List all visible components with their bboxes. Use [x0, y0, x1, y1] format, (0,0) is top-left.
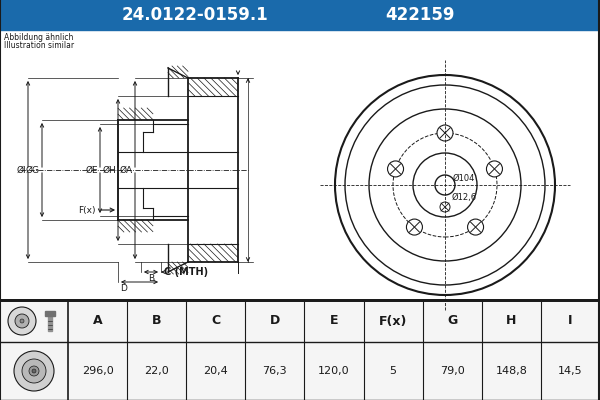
Text: G: G: [447, 314, 457, 328]
Text: 422159: 422159: [385, 6, 455, 24]
Text: Abbildung ähnlich: Abbildung ähnlich: [4, 33, 73, 42]
Bar: [0, 300, 600, 400]
Text: D: D: [120, 284, 127, 293]
Text: H: H: [506, 314, 517, 328]
Text: I: I: [568, 314, 572, 328]
Circle shape: [335, 75, 555, 295]
Text: 5: 5: [389, 366, 397, 376]
Circle shape: [8, 307, 36, 335]
Circle shape: [22, 359, 46, 383]
Text: C (MTH): C (MTH): [164, 267, 208, 277]
Text: 79,0: 79,0: [440, 366, 464, 376]
Text: C: C: [211, 314, 220, 328]
Text: D: D: [270, 314, 280, 328]
Text: E: E: [330, 314, 338, 328]
Text: 20,4: 20,4: [203, 366, 228, 376]
Bar: [48, 315, 52, 331]
Bar: [0, 0, 600, 30]
Circle shape: [20, 319, 24, 323]
Text: B: B: [152, 314, 161, 328]
Text: 148,8: 148,8: [496, 366, 527, 376]
Text: Illustration similar: Illustration similar: [4, 41, 74, 50]
Text: F(x): F(x): [379, 314, 407, 328]
Text: ØH: ØH: [102, 166, 116, 174]
Circle shape: [29, 366, 39, 376]
Bar: [45, 311, 55, 316]
Text: ØI: ØI: [16, 166, 26, 174]
Text: Ø104: Ø104: [453, 174, 475, 183]
Text: 296,0: 296,0: [82, 366, 113, 376]
Text: ØA: ØA: [120, 166, 133, 174]
Circle shape: [32, 369, 36, 373]
Circle shape: [413, 153, 477, 217]
Circle shape: [467, 219, 484, 235]
Text: F(x): F(x): [79, 206, 96, 214]
Text: A: A: [93, 314, 103, 328]
Text: 76,3: 76,3: [263, 366, 287, 376]
Circle shape: [14, 351, 54, 391]
Text: Ate: Ate: [391, 204, 469, 246]
Circle shape: [437, 125, 453, 141]
Circle shape: [345, 85, 545, 285]
Text: 22,0: 22,0: [144, 366, 169, 376]
Circle shape: [487, 161, 502, 177]
Text: ØE: ØE: [85, 166, 98, 174]
Circle shape: [435, 175, 455, 195]
Circle shape: [406, 219, 422, 235]
Text: 120,0: 120,0: [318, 366, 350, 376]
Bar: [0, 30, 600, 300]
Circle shape: [15, 314, 29, 328]
Text: B: B: [148, 274, 154, 283]
Circle shape: [440, 202, 450, 212]
Text: ØG: ØG: [26, 166, 40, 174]
Circle shape: [388, 161, 404, 177]
Circle shape: [369, 109, 521, 261]
Text: 24.0122-0159.1: 24.0122-0159.1: [122, 6, 268, 24]
Text: 14,5: 14,5: [558, 366, 583, 376]
Text: Ø12,6: Ø12,6: [452, 193, 477, 202]
